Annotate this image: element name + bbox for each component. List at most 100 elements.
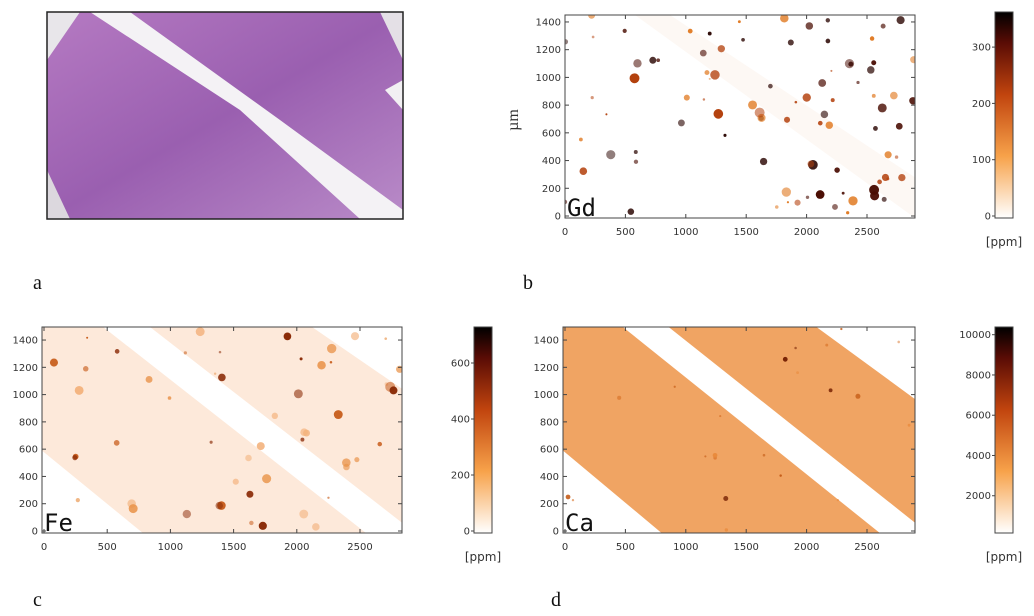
- colorbar-tick-label: 100: [972, 155, 991, 166]
- hotspot: [802, 93, 811, 102]
- hotspot: [724, 528, 729, 532]
- hotspot: [817, 120, 823, 126]
- hotspot: [848, 196, 858, 206]
- x-tick-label: 2500: [854, 227, 879, 238]
- hotspot: [830, 69, 833, 72]
- empty-corner: [816, 327, 915, 400]
- hotspot: [271, 412, 278, 419]
- x-tick-label: 1000: [673, 542, 698, 553]
- hotspot: [881, 196, 887, 202]
- hotspot: [779, 474, 782, 477]
- hotspot: [841, 191, 845, 195]
- hotspot: [232, 478, 239, 485]
- y-tick-label: 400: [19, 472, 38, 483]
- hotspot: [825, 18, 831, 23]
- x-tick-label: 0: [562, 542, 568, 553]
- colorbar-tick-label: 2000: [966, 491, 991, 502]
- hotspot: [807, 160, 815, 168]
- hotspot: [856, 80, 860, 85]
- colorbar-tick-label: 400: [451, 415, 470, 426]
- unit-label: [ppm]: [986, 235, 1022, 249]
- hotspot: [329, 361, 333, 364]
- y-tick-label: 600: [540, 445, 559, 456]
- panel-label: a: [33, 272, 42, 294]
- y-tick-label: 1200: [13, 363, 38, 374]
- x-tick-label: 500: [616, 542, 635, 553]
- panel-label: b: [523, 272, 533, 294]
- hotspot: [820, 110, 829, 119]
- image-frame: [46, 11, 404, 220]
- y-tick-label: 800: [19, 417, 38, 428]
- hotspot: [717, 45, 725, 53]
- hotspot: [579, 167, 588, 175]
- hotspot: [300, 437, 305, 442]
- hotspot: [794, 100, 798, 104]
- hotspot: [897, 340, 900, 344]
- hotspot: [605, 113, 608, 116]
- colorbar: [994, 326, 1014, 534]
- hotspot: [834, 167, 840, 173]
- panel-label: d: [551, 589, 561, 611]
- hotspot: [377, 441, 383, 447]
- hotspot: [333, 410, 343, 420]
- hotspot: [128, 504, 138, 514]
- hotspot: [780, 15, 789, 23]
- hotspot: [283, 332, 292, 341]
- hotspot: [818, 79, 827, 87]
- hotspot: [578, 137, 583, 142]
- x-tick-label: 500: [616, 227, 635, 238]
- hotspot: [303, 429, 310, 437]
- hotspot: [844, 58, 855, 69]
- y-tick-label: 1200: [536, 45, 561, 56]
- hotspot: [256, 442, 265, 451]
- hotspot: [249, 520, 254, 526]
- x-tick-label: 1500: [221, 542, 246, 553]
- colorbar-tick-label: 0: [985, 212, 991, 223]
- hotspot: [713, 109, 724, 119]
- hotspot: [781, 187, 792, 197]
- hotspot: [591, 35, 595, 39]
- hotspot: [723, 496, 729, 501]
- hotspot: [72, 455, 78, 461]
- colorbar: [994, 11, 1014, 219]
- hotspot: [384, 337, 388, 340]
- hotspot: [846, 211, 850, 215]
- hotspot: [784, 116, 791, 123]
- hotspot: [571, 499, 575, 502]
- hotspot: [712, 452, 718, 458]
- y-tick-label: 800: [542, 101, 561, 112]
- colorbar-tick-label: 4000: [966, 451, 991, 462]
- hotspot: [299, 509, 309, 519]
- unit-label: [ppm]: [986, 550, 1022, 564]
- hotspot: [884, 151, 892, 159]
- hotspot: [114, 349, 120, 354]
- hotspot: [617, 395, 622, 400]
- hotspot: [794, 199, 801, 206]
- hotspot: [627, 208, 635, 215]
- colorbar-tick-label: 6000: [966, 411, 991, 422]
- hotspot: [606, 150, 616, 160]
- hotspot: [633, 150, 638, 154]
- hotspot: [815, 190, 825, 199]
- hotspot: [873, 126, 878, 131]
- colorbar-tick-label: 10000: [959, 330, 991, 341]
- hotspot: [871, 60, 877, 66]
- hotspot: [75, 497, 80, 503]
- hotspot: [343, 463, 350, 471]
- hotspot: [830, 98, 835, 103]
- low-region: [635, 15, 915, 218]
- histology-image: [47, 12, 403, 219]
- plot-frame: [562, 326, 916, 534]
- hotspot: [673, 385, 676, 388]
- hotspot: [633, 159, 639, 164]
- hotspot: [312, 523, 320, 531]
- hotspot: [327, 343, 337, 354]
- colorbar: [473, 326, 493, 534]
- y-tick-label: 200: [540, 499, 559, 510]
- hotspot: [748, 100, 758, 110]
- hotspot: [909, 97, 915, 105]
- hotspot: [258, 521, 267, 530]
- y-tick-label: 1400: [536, 17, 561, 28]
